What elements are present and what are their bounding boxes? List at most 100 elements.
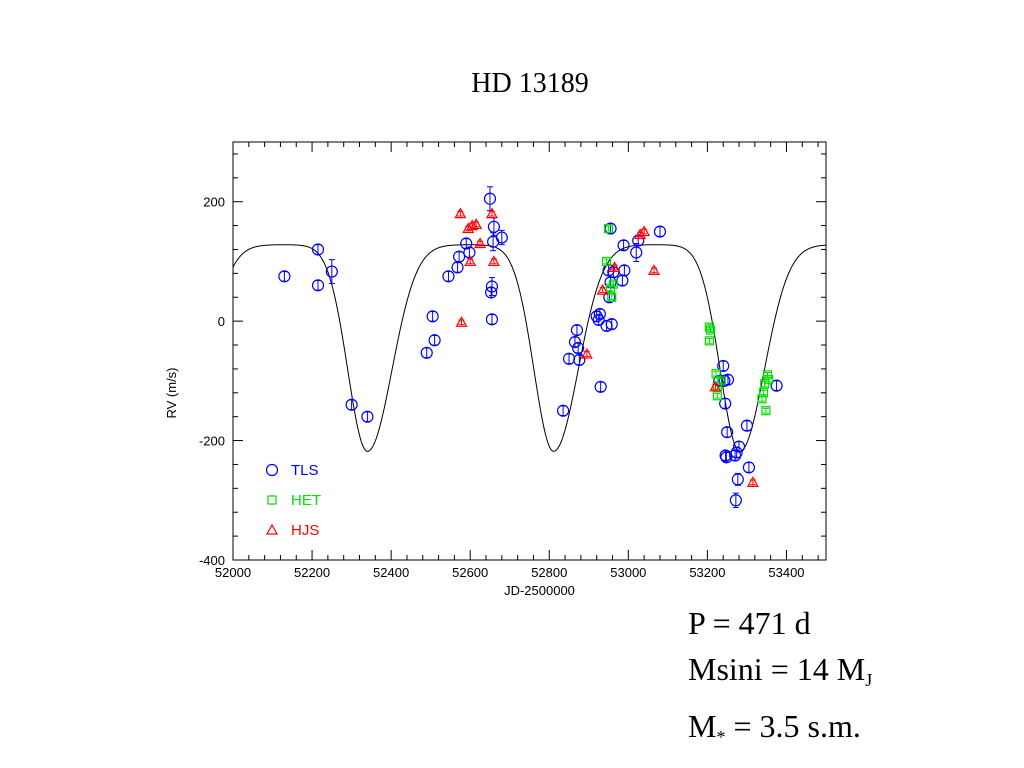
data-point-het <box>704 322 714 332</box>
x-tick-label: 52200 <box>294 565 330 580</box>
legend-marker-het <box>267 495 277 505</box>
data-point-tls <box>729 494 742 507</box>
data-point-hjs <box>596 283 609 295</box>
data-point-tls <box>485 286 498 299</box>
data-point-tls <box>732 440 746 453</box>
data-point-het <box>705 325 716 335</box>
data-point-tls <box>311 279 325 292</box>
data-point-hjs <box>608 261 621 272</box>
data-point-tls <box>572 341 585 355</box>
data-point-tls <box>345 398 358 411</box>
data-point-het <box>607 292 617 302</box>
data-point-tls <box>721 373 735 386</box>
data-point-tls <box>742 461 756 474</box>
data-point-het <box>712 391 722 401</box>
data-point-tls <box>719 397 732 410</box>
period-label: P = 471 d <box>688 605 811 641</box>
data-point-hjs <box>474 237 487 249</box>
data-point-tls <box>731 473 744 486</box>
data-point-tls <box>730 446 743 459</box>
data-point-tls <box>420 346 433 359</box>
data-point-het <box>704 336 714 346</box>
data-point-hjs <box>485 207 498 219</box>
x-tick-label: 53200 <box>689 565 725 580</box>
data-point-hjs <box>638 225 651 237</box>
data-point-tls <box>605 318 618 331</box>
data-point-tls <box>720 451 733 464</box>
x-tick-label: 53000 <box>610 565 646 580</box>
data-point-tls <box>460 237 473 250</box>
series-tls <box>278 186 783 508</box>
legend: TLS HET HJS <box>265 462 321 539</box>
data-point-hjs <box>464 255 477 267</box>
x-tick-label: 53400 <box>768 565 804 580</box>
data-point-tls <box>717 359 730 373</box>
data-point-het <box>601 256 612 267</box>
rv-chart: 52000 52200 52400 52600 52800 53000 53200 53400… <box>164 141 827 598</box>
data-point-het <box>764 375 774 385</box>
data-point-tls <box>617 239 630 252</box>
data-point-tls <box>592 313 605 327</box>
y-tick-label: -400 <box>199 553 225 568</box>
x-tick-label: 52400 <box>373 565 409 580</box>
data-point-hjs <box>709 380 722 392</box>
data-point-hjs <box>487 255 500 267</box>
parameters-panel: P = 471 d Msini = 14 MJ M* = 3.5 s.m. <box>688 600 872 760</box>
data-point-tls <box>325 265 338 278</box>
data-point-tls <box>568 335 582 349</box>
legend-label-hjs: HJS <box>291 522 319 539</box>
data-point-tls <box>485 280 499 293</box>
data-point-tls <box>442 270 455 283</box>
legend-label-het: HET <box>291 492 321 509</box>
data-point-het <box>761 406 771 416</box>
y-tick-label: 0 <box>218 314 225 329</box>
data-point-tls <box>573 353 586 367</box>
stellar-mass-label: M* = 3.5 s.m. <box>688 708 861 747</box>
data-point-tls <box>593 307 606 321</box>
data-point-hjs <box>746 476 759 487</box>
data-point-het <box>716 376 726 386</box>
data-point-tls <box>557 404 570 417</box>
data-point-hjs <box>454 207 467 219</box>
y-axis-label: RV (m/s) <box>164 367 179 418</box>
x-tick-label: 52600 <box>452 565 488 580</box>
data-point-tls <box>428 334 441 347</box>
data-point-hjs <box>648 264 661 275</box>
data-point-het <box>711 369 721 379</box>
series-hjs <box>454 207 759 487</box>
x-tick-label: 52000 <box>215 565 251 580</box>
data-point-hjs <box>580 347 593 359</box>
data-point-het <box>608 279 618 289</box>
data-point-tls <box>485 313 499 326</box>
data-point-tls <box>495 231 508 244</box>
x-tick-label: 52800 <box>531 565 567 580</box>
data-point-tls <box>311 243 325 256</box>
data-point-hjs <box>470 218 483 230</box>
series-het <box>601 223 774 416</box>
data-point-tls <box>570 324 584 337</box>
data-point-het <box>758 388 769 398</box>
data-point-tls <box>487 220 501 233</box>
data-point-tls <box>594 380 607 393</box>
data-point-tls <box>453 250 466 263</box>
data-point-tls <box>278 270 291 283</box>
data-point-hjs <box>466 219 479 231</box>
data-point-het <box>762 370 773 380</box>
data-point-tls <box>770 379 783 392</box>
data-point-tls <box>483 192 497 205</box>
data-point-tls <box>630 246 643 259</box>
y-tick-label: 200 <box>203 195 225 210</box>
msini-label: Msini = 14 MJ <box>688 651 873 690</box>
data-point-tls <box>361 410 374 423</box>
data-point-tls <box>653 225 667 238</box>
x-axis-label: JD-2500000 <box>504 583 575 598</box>
legend-marker-hjs <box>265 523 279 535</box>
data-point-hjs <box>455 316 468 327</box>
chart-title: HD 13189 <box>471 68 589 99</box>
data-point-tls <box>632 234 645 247</box>
data-point-tls <box>426 310 439 323</box>
plot-frame <box>232 141 827 561</box>
y-tick-label: -200 <box>199 434 225 449</box>
legend-label-tls: TLS <box>291 462 319 479</box>
data-point-tls <box>721 426 734 439</box>
